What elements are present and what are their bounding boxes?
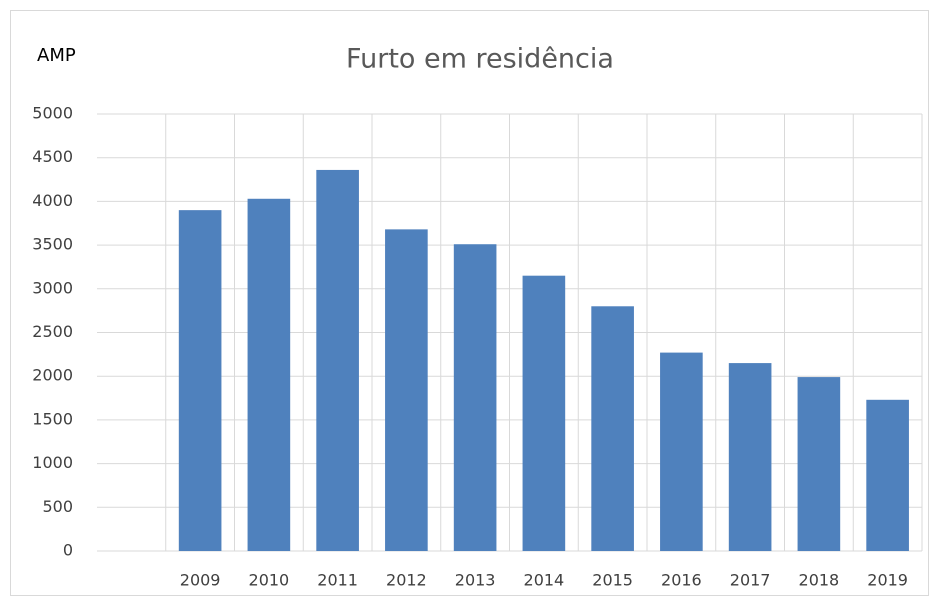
x-tick-label: 2018 bbox=[799, 571, 840, 590]
bar bbox=[660, 352, 703, 551]
x-tick-label: 2012 bbox=[386, 571, 427, 590]
y-tick-label: 4500 bbox=[32, 147, 73, 166]
bar bbox=[178, 210, 222, 551]
bar bbox=[797, 377, 841, 551]
bar bbox=[591, 306, 634, 551]
x-tick-label: 2011 bbox=[317, 571, 358, 590]
bar bbox=[728, 363, 772, 551]
x-tick-label: 2014 bbox=[524, 571, 565, 590]
bar bbox=[316, 169, 359, 551]
y-tick-label: 5000 bbox=[32, 104, 73, 123]
bar bbox=[522, 275, 566, 551]
x-tick-label: 2019 bbox=[867, 571, 908, 590]
bar bbox=[385, 229, 428, 552]
x-tick-label: 2017 bbox=[730, 571, 771, 590]
y-tick-label: 2500 bbox=[32, 322, 73, 341]
bar bbox=[866, 399, 909, 551]
y-tick-label: 1500 bbox=[32, 409, 73, 428]
x-tick-label: 2010 bbox=[249, 571, 290, 590]
y-tick-label: 3000 bbox=[32, 278, 73, 297]
x-tick-label: 2016 bbox=[661, 571, 702, 590]
y-tick-label: 4000 bbox=[32, 191, 73, 210]
x-tick-label: 2013 bbox=[455, 571, 496, 590]
y-tick-label: 3500 bbox=[32, 235, 73, 254]
annotation: AMP bbox=[37, 45, 76, 66]
bar bbox=[247, 198, 291, 551]
y-tick-label: 500 bbox=[42, 497, 73, 516]
bar bbox=[453, 244, 497, 551]
y-tick-label: 0 bbox=[63, 541, 73, 560]
y-tick-label: 1000 bbox=[32, 453, 73, 472]
x-tick-label: 2015 bbox=[592, 571, 633, 590]
y-tick-label: 2000 bbox=[32, 366, 73, 385]
x-tick-label: 2009 bbox=[180, 571, 221, 590]
chart-title: Furto em residência bbox=[346, 44, 614, 75]
